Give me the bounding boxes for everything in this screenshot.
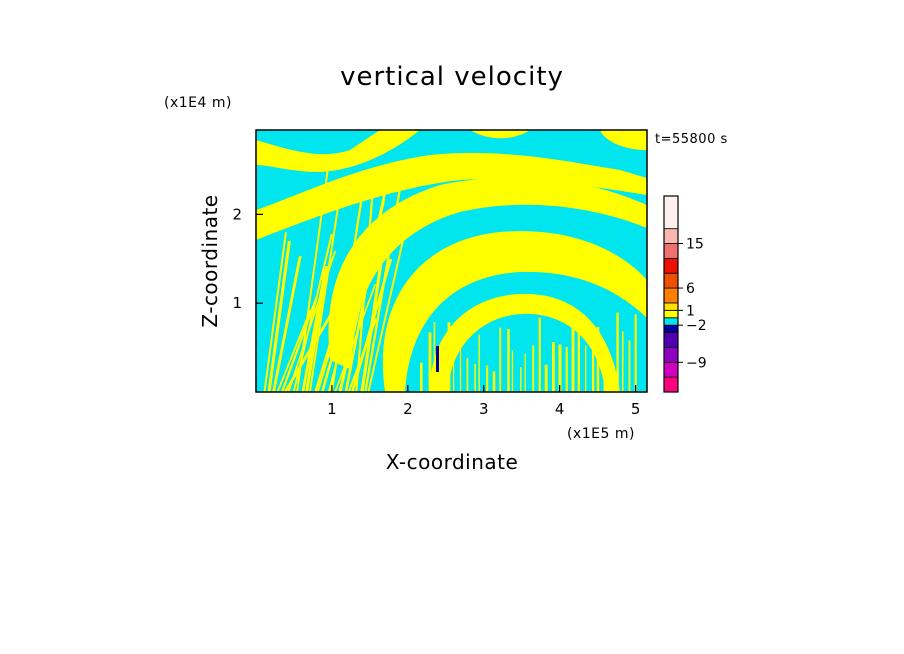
contour-stripe	[478, 334, 480, 392]
y-multiplier-label: (x1E4 m)	[164, 95, 232, 111]
contour-stripe	[577, 312, 580, 392]
colorbar-tick-label: −2	[686, 318, 707, 334]
x-tick-label: 2	[403, 400, 413, 418]
contour-stripe	[433, 322, 436, 392]
time-label: t=55800 s	[655, 132, 728, 147]
x-tick-label: 4	[555, 400, 565, 418]
contour-stripe	[267, 240, 291, 392]
colorbar-segment	[663, 272, 679, 289]
colorbar-segment	[663, 309, 679, 319]
contour-stripe	[558, 344, 562, 392]
contour-stripe	[524, 353, 526, 392]
contour-stripe	[280, 296, 319, 392]
contour-stripe	[276, 309, 312, 392]
contour-stripe	[364, 182, 403, 392]
colorbar-segment	[663, 376, 679, 393]
contour-stripe	[360, 251, 385, 392]
contour-stripe	[452, 342, 455, 392]
contour-stripe	[616, 312, 619, 392]
contour-band-top-right	[600, 130, 647, 150]
contour-band-upper-arc	[256, 152, 647, 240]
x-tick-label: 1	[327, 400, 337, 418]
contour-band-middle-arc	[328, 177, 647, 370]
contour-stripe	[296, 164, 330, 392]
contour-stripe	[486, 365, 489, 392]
colorbar-segment	[663, 361, 679, 378]
contour-band-lower-arc	[382, 231, 647, 392]
colorbar-segment	[663, 302, 679, 311]
contour-stripe	[511, 350, 514, 392]
y-tick-label: 2	[232, 205, 242, 223]
x-axis-label: X-coordinate	[386, 450, 519, 474]
yellow-contour-layer	[256, 130, 647, 392]
contour-stripe	[263, 232, 287, 392]
contour-stripe	[603, 345, 607, 392]
colorbar-segment	[663, 317, 679, 326]
colorbar-tick-label: 1	[686, 303, 695, 319]
colorbar-segment	[663, 257, 679, 274]
contour-stripe	[439, 367, 441, 392]
contour-stripe	[584, 345, 587, 392]
contour-stripe	[565, 347, 568, 392]
y-axis-label: Z-coordinate	[198, 194, 222, 327]
colorbar-segment	[663, 347, 679, 363]
contour-stripe	[499, 327, 502, 392]
contour-stripe	[308, 180, 344, 392]
contour-stripe	[520, 367, 522, 392]
contour-band-inner-dome	[430, 293, 620, 392]
x-tick-label: 5	[631, 400, 641, 418]
contour-stripe	[466, 358, 469, 392]
colorbar-segment	[663, 243, 679, 259]
blue-downdraft-core	[436, 346, 439, 372]
fine-stripe-layer	[263, 164, 637, 392]
contour-stripe	[621, 331, 624, 392]
contour-stripe	[330, 187, 365, 392]
colorbar-segment	[663, 332, 679, 348]
x-axis: 1 2 3 4 5	[327, 385, 640, 418]
contour-stripe	[305, 265, 329, 392]
contour-stripe	[538, 317, 541, 392]
contour-band-top-left	[256, 130, 420, 172]
contour-stripe	[420, 362, 423, 392]
colorbar-tick-label: 15	[686, 237, 704, 253]
plot-area	[256, 130, 647, 392]
contour-stripe	[317, 286, 351, 392]
contour-stripe	[551, 342, 555, 392]
contour-stripe	[544, 364, 548, 392]
colorbar-frame	[663, 195, 679, 393]
contour-stripe	[532, 345, 535, 392]
plot-frame	[255, 129, 648, 393]
contour-stripe	[610, 368, 613, 392]
contour-stripe	[571, 324, 575, 392]
contour-band-top-centre	[470, 130, 530, 139]
x-tick-label: 3	[479, 400, 489, 418]
y-tick-label: 1	[232, 294, 242, 312]
contour-stripe	[591, 338, 595, 392]
contour-stripe	[428, 332, 432, 392]
contour-stripe	[367, 195, 415, 392]
contour-stripe	[447, 322, 451, 392]
contour-stripe	[272, 256, 302, 392]
chart-title: vertical velocity	[340, 62, 564, 92]
colorbar-segment	[663, 324, 679, 334]
colorbar-tick-label: 6	[686, 281, 695, 297]
y-axis: 12	[232, 205, 263, 312]
contour-stripe	[628, 340, 631, 392]
colorbar-segment	[663, 287, 679, 304]
contour-stripe	[474, 363, 476, 392]
colorbar-segment	[663, 228, 679, 244]
colorbar: 15 6 1−2 −9	[663, 195, 707, 393]
colorbar-segment	[663, 195, 679, 230]
contour-stripe	[634, 314, 637, 392]
contour-stripe	[355, 168, 376, 392]
x-multiplier-label: (x1E5 m)	[567, 426, 635, 442]
contour-stripe	[596, 326, 600, 392]
colorbar-tick-label: −9	[686, 355, 707, 371]
contour-stripe	[344, 184, 388, 392]
contour-stripe	[492, 371, 496, 392]
contour-stripe	[507, 328, 510, 392]
contour-stripe	[459, 342, 462, 392]
